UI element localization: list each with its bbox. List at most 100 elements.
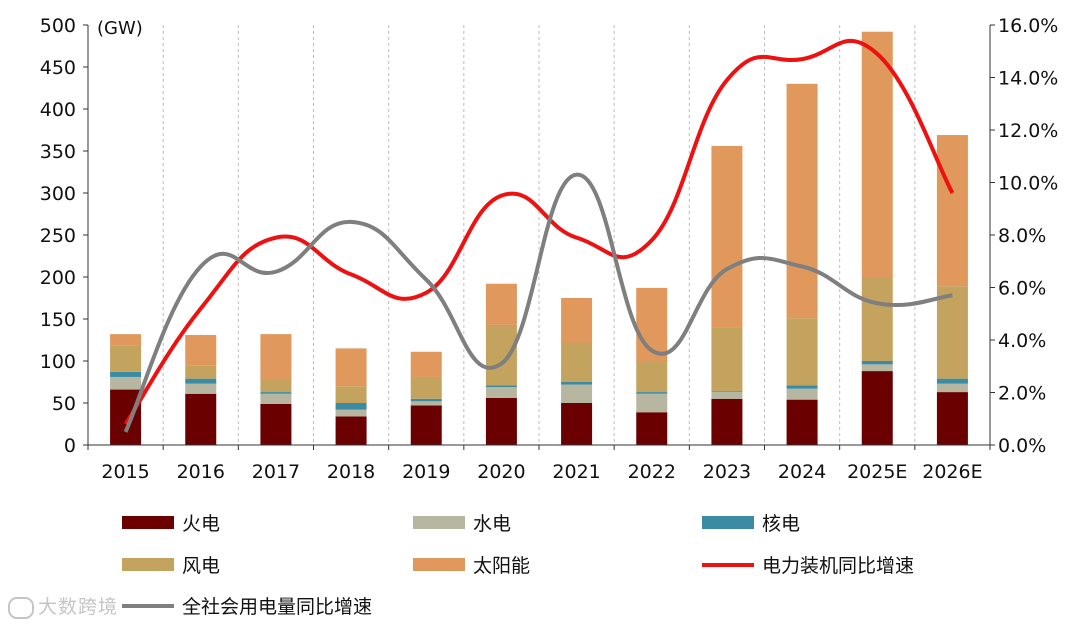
bar-segment — [260, 379, 292, 393]
watermark: 大数跨境 — [8, 592, 118, 619]
bar-segment — [335, 416, 367, 445]
legend-swatch — [122, 516, 174, 529]
bar-segment — [485, 397, 517, 445]
x-tick-label: 2026E — [922, 461, 982, 483]
bar-segment — [561, 384, 593, 403]
legend-label: 核电 — [762, 513, 800, 535]
bar-segment — [711, 398, 743, 445]
left-tick-label: 150 — [40, 309, 76, 331]
x-tick-label: 2024 — [778, 461, 826, 483]
bar-segment — [636, 393, 668, 413]
bar-segment — [936, 286, 968, 379]
bar-segment — [861, 277, 893, 361]
x-tick-label: 2025E — [847, 461, 907, 483]
right-tick-label: 6.0% — [998, 278, 1046, 300]
bar-segment — [110, 389, 142, 445]
bar-segment — [561, 298, 593, 343]
bar-segment — [561, 403, 593, 445]
bar-segment — [786, 83, 818, 319]
legend-swatch — [122, 558, 174, 571]
x-tick-label: 2017 — [252, 461, 300, 483]
bar-segment — [260, 392, 292, 394]
axes: 0 50 100 150 200 250 300 350 400 450 500 0.0% 2.0% 4.… — [40, 15, 1059, 483]
legend-label: 电力装机同比增速 — [762, 555, 914, 577]
series-line — [123, 172, 953, 433]
bar-segment — [936, 383, 968, 393]
bar-segment — [786, 318, 818, 386]
right-tick-label: 10.0% — [998, 173, 1058, 195]
right-tick-label: 4.0% — [998, 330, 1046, 352]
bar-segment — [260, 393, 292, 404]
bar-segment — [485, 385, 517, 388]
bar-segment — [936, 378, 968, 384]
bar-segment — [861, 361, 893, 365]
bar-segment — [936, 135, 968, 287]
bar-segment — [110, 345, 142, 372]
left-tick-label: 200 — [40, 267, 76, 289]
legend-label: 风电 — [182, 555, 220, 577]
left-tick-label: 0 — [64, 435, 76, 457]
legend-label: 火电 — [182, 513, 220, 535]
bar-segment — [636, 392, 668, 394]
watermark-text: 大数跨境 — [38, 596, 119, 618]
bar-segment — [185, 383, 217, 394]
right-tick-label: 16.0% — [998, 15, 1058, 37]
legend-label: 水电 — [473, 513, 511, 535]
bar-segment — [410, 398, 442, 402]
left-tick-label: 50 — [52, 393, 76, 415]
bar-segment — [485, 324, 517, 386]
bar-segment — [335, 409, 367, 417]
x-tick-label: 2019 — [402, 461, 450, 483]
left-tick-label: 400 — [40, 99, 76, 121]
bar-segment — [861, 364, 893, 372]
bar-segment — [410, 376, 442, 399]
bar-segment — [561, 342, 593, 382]
unit-label: (GW) — [97, 18, 143, 39]
bar-segment — [335, 403, 367, 410]
right-tick-label: 8.0% — [998, 225, 1046, 247]
bar-segment — [786, 388, 818, 400]
bar-segment — [335, 386, 367, 403]
x-tick-label: 2021 — [552, 461, 600, 483]
bar-segment — [110, 334, 142, 346]
x-tick-label: 2022 — [628, 461, 676, 483]
bar-segment — [110, 376, 142, 390]
legend-label: 全社会用电量同比增速 — [182, 596, 372, 618]
left-tick-label: 450 — [40, 57, 76, 79]
bar-segment — [485, 283, 517, 325]
bar-segment — [711, 391, 743, 393]
legend-label: 太阳能 — [473, 555, 530, 577]
bar-segment — [861, 371, 893, 445]
bar-segment — [410, 405, 442, 445]
bar-segment — [711, 145, 743, 328]
bars — [110, 31, 968, 445]
bar-segment — [185, 393, 217, 445]
lines — [123, 38, 955, 433]
right-tick-label: 0.0% — [998, 435, 1046, 457]
bar-segment — [786, 399, 818, 445]
left-tick-label: 350 — [40, 141, 76, 163]
left-tick-label: 500 — [40, 15, 76, 37]
legend-swatch — [413, 516, 465, 529]
right-tick-label: 12.0% — [998, 120, 1058, 142]
right-tick-label: 2.0% — [998, 383, 1046, 405]
bar-segment — [936, 392, 968, 445]
bar-segment — [185, 334, 217, 366]
bar-segment — [185, 378, 217, 384]
x-tick-label: 2018 — [327, 461, 375, 483]
bar-segment — [861, 31, 893, 277]
legend-swatch — [702, 516, 754, 529]
bar-segment — [335, 348, 367, 387]
bar-segment — [410, 351, 442, 377]
x-tick-label: 2020 — [477, 461, 525, 483]
left-tick-label: 250 — [40, 225, 76, 247]
bar-segment — [185, 365, 217, 379]
bar-segment — [260, 334, 292, 380]
bar-segment — [786, 385, 818, 389]
x-tick-label: 2016 — [177, 461, 225, 483]
legend-swatch — [413, 558, 465, 571]
bar-segment — [260, 403, 292, 445]
bar-segment — [636, 412, 668, 445]
